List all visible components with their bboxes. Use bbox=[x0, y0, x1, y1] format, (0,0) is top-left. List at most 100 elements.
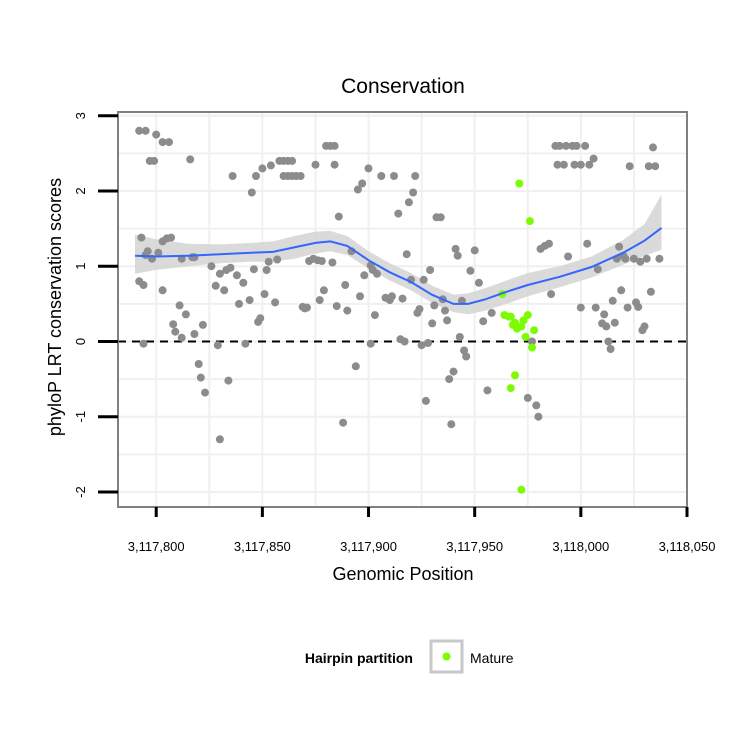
other-point bbox=[398, 294, 407, 303]
x-tick-label: 3,117,900 bbox=[340, 539, 397, 554]
other-point bbox=[585, 160, 594, 169]
mature-point bbox=[528, 343, 536, 352]
other-point bbox=[194, 360, 203, 368]
other-point bbox=[175, 301, 184, 310]
other-point bbox=[165, 138, 173, 147]
other-point bbox=[487, 308, 496, 317]
x-tick-label: 3,117,950 bbox=[446, 539, 503, 554]
other-point bbox=[239, 278, 248, 287]
smooth-line bbox=[134, 227, 663, 305]
mature-point bbox=[530, 326, 539, 335]
other-point bbox=[190, 330, 199, 338]
other-point bbox=[196, 373, 205, 382]
other-point bbox=[366, 339, 375, 348]
other-point bbox=[400, 337, 409, 346]
other-point bbox=[249, 265, 258, 274]
other-point bbox=[135, 126, 144, 135]
x-axis-title: Genomic Position bbox=[332, 564, 473, 584]
other-point bbox=[373, 269, 381, 278]
other-point bbox=[600, 310, 609, 319]
other-point bbox=[201, 388, 209, 397]
other-point bbox=[211, 281, 220, 290]
other-point bbox=[266, 161, 275, 170]
other-point bbox=[591, 303, 600, 312]
other-point bbox=[370, 311, 379, 320]
other-point bbox=[608, 296, 617, 305]
other-point bbox=[358, 179, 367, 188]
other-point bbox=[602, 322, 611, 331]
other-point bbox=[317, 257, 326, 265]
other-point bbox=[154, 248, 163, 257]
other-point bbox=[583, 239, 592, 248]
other-point bbox=[604, 337, 613, 346]
other-point bbox=[415, 305, 424, 314]
other-point bbox=[449, 367, 458, 376]
other-point bbox=[139, 281, 148, 289]
legend-mature-dot bbox=[442, 652, 451, 661]
mature-point bbox=[517, 322, 526, 331]
other-point bbox=[226, 263, 235, 272]
other-point bbox=[426, 266, 435, 274]
other-point bbox=[228, 172, 237, 180]
legend-label-mature: Mature bbox=[470, 650, 514, 666]
legend: Hairpin partition Mature bbox=[305, 639, 514, 674]
other-point bbox=[436, 213, 445, 222]
other-point bbox=[576, 303, 585, 312]
other-point bbox=[409, 188, 418, 197]
other-point bbox=[479, 317, 488, 326]
other-point bbox=[247, 188, 256, 197]
grid-lines bbox=[118, 112, 687, 507]
other-point bbox=[451, 244, 460, 253]
x-tick-label: 3,118,050 bbox=[659, 539, 716, 554]
other-point bbox=[353, 185, 362, 194]
other-point bbox=[610, 318, 619, 327]
y-tick-label: 3 bbox=[73, 112, 88, 119]
other-point bbox=[545, 239, 553, 248]
other-point bbox=[589, 154, 598, 163]
other-point bbox=[617, 286, 626, 295]
other-point bbox=[262, 266, 271, 274]
other-point bbox=[356, 292, 364, 301]
other-point bbox=[167, 233, 176, 242]
other-point bbox=[411, 172, 420, 180]
other-point bbox=[441, 306, 449, 315]
other-point bbox=[220, 286, 229, 295]
other-point bbox=[181, 310, 190, 319]
other-point bbox=[215, 435, 224, 444]
other-point bbox=[260, 290, 269, 299]
y-tick-label: -2 bbox=[73, 486, 88, 498]
other-point bbox=[615, 242, 624, 251]
mature-point bbox=[506, 312, 515, 321]
other-point bbox=[360, 271, 369, 280]
other-point bbox=[483, 386, 492, 395]
other-point bbox=[390, 172, 398, 180]
other-point bbox=[424, 339, 432, 347]
other-point bbox=[245, 296, 254, 305]
other-point bbox=[330, 141, 339, 150]
smooth-trend bbox=[134, 227, 663, 305]
other-point bbox=[256, 314, 265, 323]
other-point bbox=[547, 290, 556, 299]
other-point bbox=[271, 298, 280, 307]
other-point bbox=[258, 164, 267, 173]
other-point bbox=[152, 130, 161, 139]
x-tick-label: 3,117,850 bbox=[234, 539, 291, 554]
other-point bbox=[430, 301, 439, 310]
other-point bbox=[177, 333, 186, 342]
other-point bbox=[235, 299, 243, 308]
mature-point bbox=[525, 217, 534, 226]
other-point bbox=[232, 271, 241, 280]
other-point bbox=[198, 320, 207, 329]
other-point bbox=[644, 162, 653, 171]
mature-point bbox=[517, 485, 526, 494]
y-tick-label: 2 bbox=[73, 187, 88, 194]
other-point bbox=[334, 212, 343, 221]
other-point bbox=[642, 254, 651, 263]
y-axis-title: phyloP LRT conservation scores bbox=[45, 178, 65, 436]
other-point bbox=[224, 376, 233, 385]
other-point bbox=[629, 254, 638, 263]
other-point bbox=[428, 319, 437, 328]
other-point bbox=[387, 292, 396, 301]
other-point bbox=[534, 412, 543, 421]
other-point bbox=[215, 269, 224, 278]
